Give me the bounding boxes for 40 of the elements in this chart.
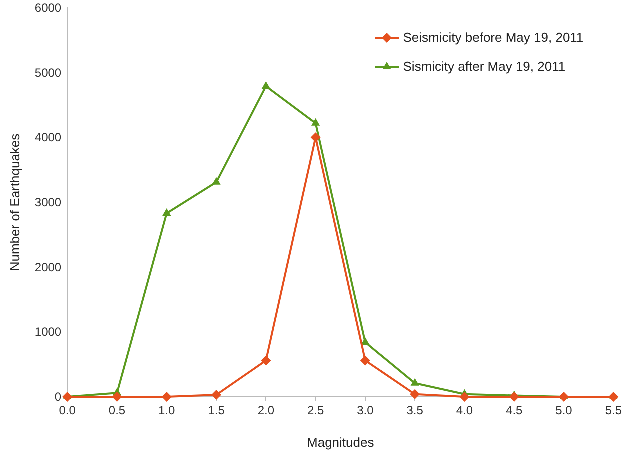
point bbox=[212, 390, 222, 400]
x-axis-title: Magnitudes bbox=[307, 434, 375, 450]
point bbox=[162, 392, 172, 402]
x-tick-label: 1.5 bbox=[208, 404, 226, 418]
point bbox=[311, 118, 320, 126]
point bbox=[212, 177, 221, 185]
point bbox=[559, 392, 570, 402]
y-tick-label: 1000 bbox=[34, 325, 62, 340]
x-tick-label: 2.5 bbox=[307, 404, 324, 418]
point bbox=[360, 356, 370, 366]
y-axis-title: Number of Earthquakes bbox=[7, 133, 22, 272]
point bbox=[460, 392, 470, 402]
x-tick-label: 4.5 bbox=[506, 404, 524, 418]
point bbox=[509, 392, 520, 402]
x-tick-label: 3.5 bbox=[406, 404, 424, 418]
point bbox=[62, 392, 73, 402]
x-tick-label: 3.0 bbox=[357, 404, 374, 418]
y-tick-label: 4000 bbox=[34, 130, 62, 145]
legend-label: Sismicity after May 19, 2011 bbox=[403, 59, 566, 74]
point bbox=[261, 356, 272, 366]
x-tick-label: 0.0 bbox=[59, 404, 76, 418]
point bbox=[410, 389, 420, 400]
point bbox=[608, 392, 619, 402]
x-tick-label: 1.0 bbox=[158, 404, 176, 418]
x-tick-label: 5.0 bbox=[556, 404, 573, 418]
point bbox=[262, 81, 270, 89]
point bbox=[310, 132, 321, 143]
x-tick-label: 5.5 bbox=[605, 404, 622, 418]
y-tick-label: 2000 bbox=[34, 260, 62, 274]
x-tick-label: 2.0 bbox=[258, 404, 275, 418]
point bbox=[410, 378, 420, 386]
point bbox=[162, 208, 172, 216]
y-tick-label: 0 bbox=[54, 390, 62, 404]
y-tick-label: 6000 bbox=[34, 1, 62, 15]
point bbox=[112, 392, 122, 402]
legend-label: Seismicity before May 19, 2011 bbox=[403, 30, 584, 45]
x-tick-label: 0.5 bbox=[108, 404, 126, 418]
x-tick-label: 4.0 bbox=[456, 404, 474, 418]
y-tick-label: 3000 bbox=[34, 196, 62, 210]
y-tick-label: 5000 bbox=[34, 66, 62, 80]
